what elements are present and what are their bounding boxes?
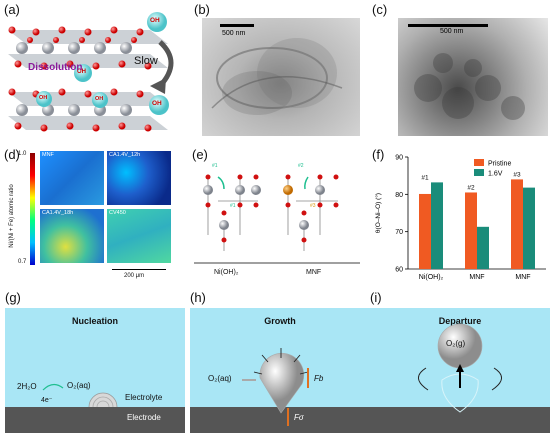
- panel-e: (e) #1 #1 #2 #3 Ni(OH)₂ MNF: [188, 145, 366, 290]
- scale-label-c: 500 nm: [440, 28, 464, 35]
- o2g-label: O₂(g): [446, 339, 466, 348]
- eds-map-mnf: MNF: [40, 151, 104, 205]
- panel-i: (i) Departure O₂(g): [370, 290, 550, 433]
- growth-cell: Growth O₂(aq) Fb Fσ: [190, 308, 370, 433]
- panel-label-i: (i): [370, 290, 382, 305]
- panel-label-c: (c): [372, 2, 388, 17]
- panel-label-f: (f): [372, 147, 385, 162]
- departure-cell: Departure O₂(g): [370, 308, 550, 433]
- title-growth: Growth: [264, 316, 296, 326]
- dissolution-label: Dissolution: [28, 62, 83, 73]
- panel-c: (c) 500 nm: [368, 0, 550, 140]
- bar-16v-0: [431, 182, 443, 269]
- octahedra-schematic: [194, 174, 360, 264]
- panel-b: (b) 500 nm: [190, 0, 365, 140]
- electrode-ground-i: [370, 407, 550, 433]
- legend-label-1: 1.6V: [488, 171, 503, 178]
- electrode-ground: [5, 407, 185, 433]
- bar-16v-2: [523, 187, 535, 269]
- panel-label-b: (b): [194, 2, 210, 17]
- colorbar: [30, 153, 35, 265]
- title-nucleation: Nucleation: [71, 316, 118, 326]
- site-1b: #1: [230, 203, 236, 209]
- scale-bar-d: [112, 269, 166, 270]
- colorbar-max: 1.0: [18, 151, 27, 157]
- bar-pristine-0: [419, 193, 431, 269]
- panel-d: (d) Ni/(Ni + Fe) atomic ratio 1.0 0.7 MN…: [0, 145, 185, 290]
- site-1a: #1: [212, 163, 218, 169]
- oxide-layer-bottom: [8, 88, 168, 132]
- x-tick-label: Ni(OH)₂: [419, 274, 444, 281]
- y-tick-label: 90: [395, 155, 403, 162]
- eds-map-ca14v-18h: CA1.4V_18h: [40, 209, 104, 263]
- bar-pristine-1: [465, 192, 477, 269]
- bar-chart: 60 70 80 90 θ(O–Ni–O) (°) #1 Ni(OH)₂ #2 MNF #3 MNF…: [374, 155, 546, 281]
- eds-map-cv450: CV450: [107, 209, 171, 263]
- oxide-layer-top: [8, 26, 168, 70]
- tem-image-c: [398, 18, 548, 136]
- y-axis-label: θ(O–Ni–O) (°): [374, 193, 382, 233]
- hydroxide-ions: [36, 12, 169, 115]
- panel-f: (f) 60 70 80 90 θ(O–Ni–O) (°) #1 Ni(OH)₂ #2 MNF #…: [368, 145, 550, 290]
- oh-label-2: OH: [77, 69, 86, 75]
- scale-label-b: 500 nm: [222, 30, 246, 37]
- panel-g: (g) Nucleation 2H₂O O₂(aq) 4e⁻ Electroly…: [5, 290, 185, 433]
- panel-label-h: (h): [190, 290, 206, 305]
- electrolyte-label: Electrolyte: [125, 393, 163, 402]
- oh-label-3: OH: [39, 95, 48, 101]
- legend-swatch-0: [474, 159, 484, 166]
- y-tick-label: 80: [395, 192, 403, 199]
- panel-h: (h) Growth O₂(aq) Fb Fσ: [190, 290, 370, 433]
- o2aq-label-h: O₂(aq): [208, 374, 232, 383]
- panel-a: (a): [0, 0, 185, 140]
- eds-map-ca14v-12h: CA1.4V_12h: [107, 151, 171, 205]
- fb-label: Fb: [314, 374, 324, 383]
- dissolution-schematic: [8, 12, 174, 132]
- x-tick-label: MNF: [469, 274, 484, 281]
- colorbar-axis-label: Ni/(Ni + Fe) atomic ratio: [8, 184, 15, 248]
- oh-label-5: OH: [152, 100, 162, 107]
- oh-label-4: OH: [95, 96, 104, 102]
- panel-label-d: (d): [4, 147, 20, 162]
- label-mnf: MNF: [306, 269, 322, 276]
- bar-pristine-2: [511, 179, 523, 269]
- y-tick-label: 60: [395, 267, 403, 274]
- scale-label-d: 200 μm: [124, 273, 145, 279]
- panel-label-g: (g): [5, 290, 21, 305]
- bar-annotation: #1: [421, 174, 429, 181]
- site-2: #2: [298, 163, 304, 169]
- site-3: #3: [310, 203, 316, 209]
- tem-image-b: [202, 18, 360, 136]
- fsigma-label: Fσ: [294, 413, 304, 422]
- x-tick-label: MNF: [515, 274, 530, 281]
- legend-label-0: Pristine: [488, 161, 511, 168]
- colorbar-min: 0.7: [18, 259, 27, 265]
- o2aq-label: O₂(aq): [67, 381, 91, 390]
- scale-bar-b: [220, 24, 254, 27]
- electron-label: 4e⁻: [41, 397, 53, 404]
- slow-label: Slow: [134, 55, 158, 67]
- y-tick-label: 70: [395, 229, 403, 236]
- electrode-label: Electrode: [127, 413, 161, 422]
- scale-bar-c: [408, 24, 488, 27]
- oh-label-1: OH: [150, 17, 160, 24]
- bar-annotation: #2: [467, 184, 475, 191]
- legend-swatch-1: [474, 169, 484, 176]
- bar-annotation: #3: [513, 171, 521, 178]
- h2o-label: 2H₂O: [17, 382, 37, 391]
- panel-label-a: (a): [4, 2, 20, 17]
- bar-16v-1: [477, 226, 489, 269]
- title-departure: Departure: [438, 316, 482, 326]
- nucleation-cell: Nucleation 2H₂O O₂(aq) 4e⁻ Electrolyte E…: [5, 308, 185, 433]
- label-nioh2: Ni(OH)₂: [214, 269, 239, 276]
- panel-label-e: (e): [192, 147, 208, 162]
